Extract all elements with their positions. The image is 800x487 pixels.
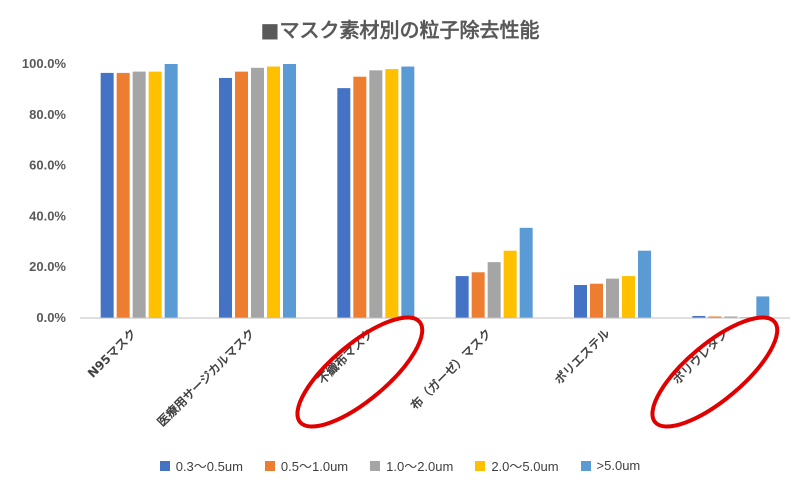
bar [267,66,280,318]
legend-item: 0.3〜0.5um [159,456,243,475]
bar [471,272,485,318]
bar [235,71,248,319]
bar [353,76,367,318]
bar [385,69,399,318]
bar [724,316,738,318]
bar [116,72,130,318]
bar [148,71,162,319]
y-tick-label: 0.0% [36,310,66,325]
bar [692,315,706,318]
bar [164,64,178,318]
bar [708,316,722,318]
legend-swatch [475,460,486,471]
bar [283,64,296,318]
chart-title: ■マスク素材別の粒子除去性能 [260,18,540,42]
legend-item: 1.0〜2.0um [370,456,453,475]
legend-swatch [370,460,381,471]
bar [219,77,232,318]
legend-label: 1.0〜2.0um [386,459,454,474]
x-category-label: ポリエステル [551,326,613,388]
y-tick-label: 60.0% [29,158,66,173]
bar [401,66,415,318]
bar [622,276,635,318]
legend-item: 2.0〜5.0um [475,456,559,475]
legend-label: >5.0um [596,458,641,473]
bar [132,71,146,319]
bar [337,88,351,318]
bar [740,316,754,318]
legend-swatch [264,460,275,471]
bar [369,70,383,318]
bars [100,64,770,319]
bar [590,283,603,318]
bar-chart: 0.0% 20.0% 40.0% 60.0% 80.0% 100.0% N95マスク 医療用… [22,56,790,430]
x-category-label: 医療用サージカルマスク [154,326,258,430]
legend-item: 0.5〜1.0um [264,456,349,475]
highlight-ovals [295,315,780,429]
bar [606,278,619,318]
legend-label: 0.3〜0.5um [175,459,243,474]
legend-label: 0.5〜1.0um [280,459,349,474]
legend: 0.3〜0.5um 0.5〜1.0um 1.0〜2.0um 2.0〜5.0um >5.0… [0,456,800,475]
y-tick-label: 40.0% [29,208,66,223]
legend-swatch [580,460,591,471]
bar [638,250,651,318]
bar [574,284,587,318]
bar [487,262,501,318]
bar [251,67,264,318]
highlight-oval [295,315,425,429]
bar [756,296,770,318]
y-axis: 0.0% 20.0% 40.0% 60.0% 80.0% 100.0% [22,56,67,325]
legend-swatch [159,460,170,471]
y-tick-label: 100.0% [22,56,67,71]
legend-label: 2.0〜5.0um [491,459,559,474]
bar [503,250,517,318]
legend-item: >5.0um [580,456,641,475]
y-tick-label: 20.0% [29,259,66,274]
bar [519,227,533,318]
x-category-label: N95マスク [85,326,139,380]
y-tick-label: 80.0% [29,107,66,122]
x-axis-labels: N95マスク 医療用サージカルマスク 不織布マスク 布（ガーゼ）マスク ポリエステル ポリ… [85,326,731,430]
highlight-oval [650,315,780,429]
bar [100,72,114,318]
bar [455,276,469,318]
